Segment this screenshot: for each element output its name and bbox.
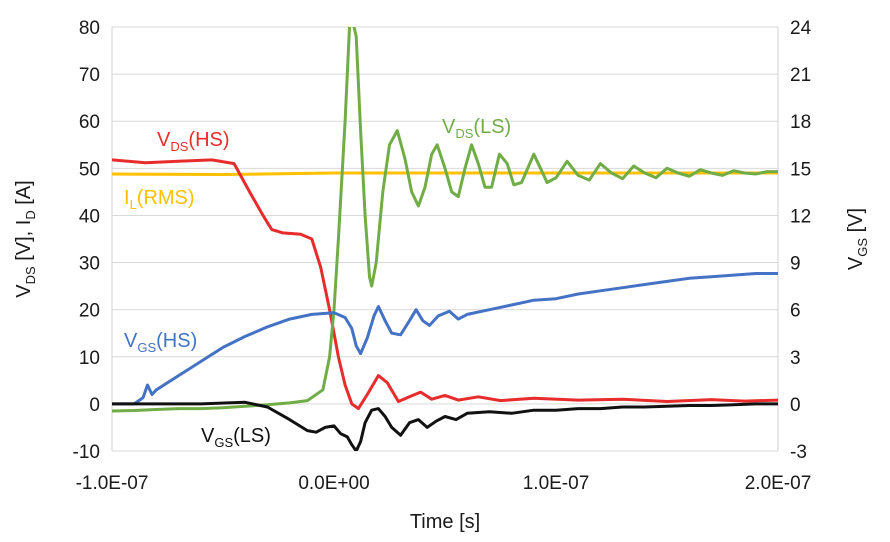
y-left-tick-label: 0 bbox=[89, 395, 100, 416]
y-right-tick-label: 24 bbox=[790, 18, 812, 39]
y-left-tick-label: 80 bbox=[79, 18, 100, 39]
series-layer bbox=[112, 27, 778, 451]
y-left-tick-label: 70 bbox=[79, 65, 100, 86]
series-label-vds-hs: VDS(HS) bbox=[157, 129, 230, 154]
series-line-vds-ls bbox=[112, 27, 778, 413]
x-axis-title: Time [s] bbox=[410, 511, 480, 533]
x-tick-label: 1.0E-07 bbox=[523, 473, 590, 494]
y-right-tick-label: 9 bbox=[790, 254, 801, 275]
series-label-vds-ls: VDS(LS) bbox=[442, 116, 511, 141]
y-left-axis-title: VDS [V], ID [A] bbox=[13, 180, 38, 298]
y-right-tick-label: 12 bbox=[790, 206, 811, 227]
y-right-tick-label: 0 bbox=[790, 395, 801, 416]
y-right-tick-label: -3 bbox=[790, 442, 807, 463]
series-label-il: IL(RMS) bbox=[124, 187, 195, 212]
axis-titles: Time [s] VDS [V], ID [A] VGS [V] bbox=[13, 180, 870, 533]
y-left-tick-label: 40 bbox=[79, 206, 100, 227]
y-right-tick-label: 15 bbox=[790, 159, 811, 180]
series-label-vgs-hs: VGS(HS) bbox=[124, 330, 197, 355]
series-line-vds-hs bbox=[112, 158, 778, 411]
y-right-axis-title: VGS [V] bbox=[845, 208, 870, 270]
y-left-tick-label: 50 bbox=[79, 159, 100, 180]
y-left-tick-label: -10 bbox=[73, 442, 100, 463]
series-line-vgs-hs bbox=[112, 272, 778, 406]
series-label-vgs-ls: VGS(LS) bbox=[201, 425, 271, 450]
series-annotations: VDS(HS) IL(RMS) VDS(LS) VGS(HS) VGS(LS) bbox=[124, 116, 511, 450]
y-left-tick-label: 60 bbox=[79, 112, 100, 133]
x-tick-label: 0.0E+00 bbox=[298, 473, 369, 494]
x-tick-label: 2.0E-07 bbox=[745, 473, 812, 494]
y-left-tick-label: 20 bbox=[79, 301, 100, 322]
series-line-vgs-ls bbox=[112, 400, 778, 451]
y-left-tick-label: 30 bbox=[79, 254, 100, 275]
y-right-tick-label: 21 bbox=[790, 65, 811, 86]
x-tick-label: -1.0E-07 bbox=[76, 473, 149, 494]
y-right-tick-label: 6 bbox=[790, 301, 801, 322]
y-right-tick-label: 18 bbox=[790, 112, 811, 133]
y-right-tick-label: 3 bbox=[790, 348, 801, 369]
plot-border bbox=[111, 27, 779, 451]
y-left-tick-label: 10 bbox=[79, 348, 100, 369]
tick-labels: -10 0 10 20 30 40 50 60 70 80 -3 0 3 6 9 12 15 18 21 24 -1.0… bbox=[73, 18, 812, 494]
